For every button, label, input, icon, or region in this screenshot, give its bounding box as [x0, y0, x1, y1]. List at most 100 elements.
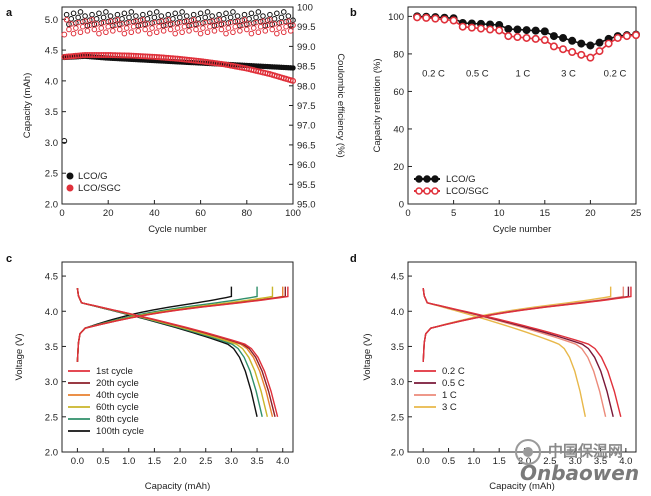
- panel-d-xtick-label: 0.0: [417, 456, 430, 467]
- panel-d-ytick-label: 3.0: [391, 377, 404, 388]
- panel-a-efficiency-point: [177, 14, 183, 21]
- panel-a-efficiency-point: [100, 14, 107, 21]
- panel-c-legend-label: 1st cycle: [96, 366, 133, 377]
- panel-a-efficiency-point: [232, 23, 239, 30]
- panel-a-efficiency-point: [204, 9, 211, 15]
- panel-a-efficiency-point: [260, 18, 266, 24]
- panel-a-efficiency-point: [262, 28, 269, 34]
- panel-a-efficiency-point: [246, 21, 252, 27]
- panel-a-efficiency-point: [197, 10, 204, 17]
- panel-a-efficiency-point: [112, 22, 118, 29]
- panel-a-efficiency-point: [156, 23, 162, 30]
- panel-a-efficiency-point: [96, 30, 102, 37]
- panel-a-efficiency-point: [93, 16, 100, 22]
- panel-a-efficiency-point: [223, 30, 229, 37]
- panel-d-charge-curve: [422, 286, 625, 362]
- panel-a-efficiency-point: [61, 138, 68, 144]
- panel-c-ytick-label: 2.0: [45, 448, 58, 459]
- panel-a-efficiency-point: [186, 28, 192, 34]
- panel-a-efficiency-point: [68, 16, 75, 22]
- panel-a-efficiency-point: [133, 13, 139, 19]
- panel-d-ytick-label: 2.0: [391, 448, 404, 459]
- panel-a-capacity-point: [289, 77, 297, 84]
- panel-a-efficiency-point: [98, 25, 105, 31]
- panel-a-y2tick-label: 96.5: [297, 140, 316, 151]
- panel-b-series-point: [422, 13, 431, 22]
- panel-a-efficiency-point: [151, 19, 158, 26]
- panel-a-efficiency-point: [146, 10, 153, 17]
- panel-c-xtick-label: 3.5: [250, 456, 263, 467]
- panel-b-series-point: [531, 34, 540, 43]
- panel-a-efficiency-point: [167, 26, 174, 33]
- panel-a-efficiency-point: [190, 17, 197, 23]
- panel-c-ytick-label: 2.5: [45, 412, 58, 423]
- panel-a-efficiency-point: [128, 9, 135, 15]
- panel-b-xtick-label: 25: [631, 208, 642, 219]
- panel-d-xtick-label: 2.0: [518, 456, 531, 467]
- panel-b-series-point: [513, 33, 522, 42]
- panel-a-efficiency-point: [285, 18, 292, 24]
- panel-b-rate-label: 1 C: [516, 68, 531, 79]
- panel-b-series-point: [559, 45, 568, 54]
- panel-a-efficiency-point: [204, 29, 211, 36]
- panel-a-efficiency-point: [183, 18, 190, 24]
- panel-a-efficiency-point: [253, 14, 259, 21]
- panel-a-legend-marker: [66, 172, 74, 180]
- panel-a-efficiency-point: [66, 26, 72, 33]
- panel-a-efficiency-point: [177, 19, 183, 26]
- panel-a-efficiency-point: [130, 23, 137, 30]
- panel-b-series-point: [568, 36, 577, 45]
- panel-a-efficiency-point: [197, 30, 204, 37]
- panel-a-efficiency-point: [195, 16, 202, 22]
- panel-b-xtick-label: 0: [405, 208, 410, 219]
- panel-b-series-point: [559, 33, 568, 42]
- panel-a-xtick-label: 40: [149, 208, 160, 219]
- panel-a-xtick-label: 100: [285, 208, 301, 219]
- panel-c-ylabel: Voltage (V): [14, 334, 25, 381]
- panel-a-efficiency-point: [114, 11, 121, 18]
- panel-a-efficiency-point: [149, 25, 155, 31]
- panel-a-efficiency-point: [119, 16, 125, 22]
- panel-c-charge-curve: [76, 286, 286, 362]
- panel-a-efficiency-point: [213, 22, 220, 29]
- panel-b-series-point: [504, 24, 513, 33]
- panel-a-y2tick-label: 95.5: [297, 180, 316, 191]
- panel-a-efficiency-point: [218, 26, 225, 33]
- panel-a-efficiency-point: [267, 17, 273, 23]
- panel-a-efficiency-point: [264, 22, 271, 29]
- panel-a-efficiency-point: [195, 21, 202, 27]
- panel-b-series-point: [467, 23, 476, 32]
- panel-a-efficiency-point: [209, 13, 215, 19]
- panel-a-capacity-point: [290, 65, 296, 71]
- panel-a-efficiency-point: [103, 9, 109, 15]
- panel-b-series-point: [586, 41, 595, 50]
- panel-a-y2tick-label: 97.5: [297, 101, 316, 112]
- panel-a-efficiency-point: [188, 22, 195, 29]
- panel-c-xtick-label: 1.5: [148, 456, 161, 467]
- panel-a-efficiency-point: [121, 10, 128, 17]
- panel-c-xtick-label: 2.5: [199, 456, 212, 467]
- panel-a-efficiency-point: [255, 9, 262, 15]
- panel-c-charge-curve: [76, 286, 289, 362]
- panel-a-efficiency-point: [209, 18, 215, 24]
- panel-c-discharge-curve: [76, 287, 279, 417]
- panel-b-legend-marker: [431, 175, 439, 183]
- panel-a-efficiency-point: [225, 25, 232, 31]
- panel-a-efficiency-point: [172, 10, 178, 17]
- panel-a-efficiency-point: [267, 11, 273, 18]
- panel-c-xlabel: Capacity (mAh): [145, 481, 210, 492]
- panel-a-ytick-label: 3.5: [45, 107, 58, 118]
- watermark-text-en: Onbaowen: [520, 461, 639, 485]
- panel-a-efficiency-point: [93, 21, 100, 27]
- panel-a-efficiency-point: [260, 13, 266, 19]
- panel-d-ylabel: Voltage (V): [362, 334, 373, 381]
- panel-b-series-point: [495, 26, 504, 35]
- panel-a-efficiency-point: [280, 9, 287, 15]
- panel-a-efficiency-point: [202, 14, 209, 21]
- panel-b-series-point: [540, 27, 549, 36]
- panel-a-efficiency-point: [70, 10, 77, 17]
- panel-d-frame: [407, 261, 637, 453]
- panel-a-efficiency-point: [77, 9, 84, 15]
- panel-a-efficiency-point: [230, 9, 236, 15]
- panel-b-legend-marker: [431, 187, 439, 195]
